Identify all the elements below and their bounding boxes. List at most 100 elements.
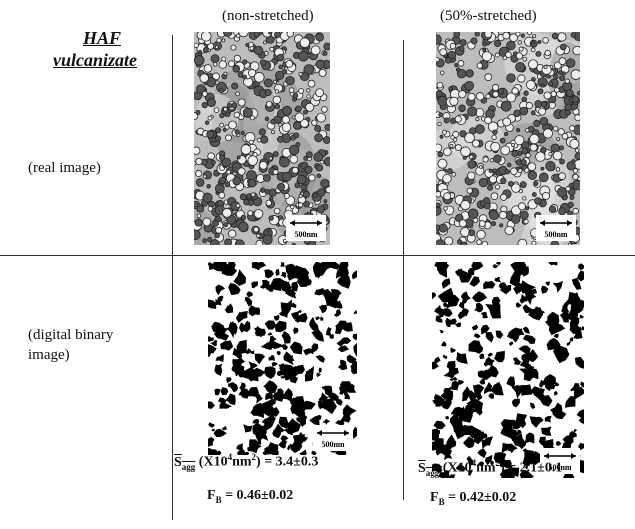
texture [505,226,514,235]
texture [316,165,322,171]
texture [544,65,547,68]
texture [282,106,291,115]
texture [210,240,219,245]
texture [203,218,211,226]
texture [496,185,500,189]
texture [243,108,252,117]
texture [476,118,479,121]
texture [557,138,560,141]
texture [532,241,536,245]
texture [312,120,317,125]
subscript: agg [182,461,196,471]
texture [482,52,491,61]
texture [526,80,535,89]
texture [273,152,278,157]
texture [213,63,217,67]
texture [516,32,520,36]
texture [256,240,263,245]
texture [568,202,573,207]
texture [468,209,478,219]
texture [523,197,526,200]
symbol: F [207,488,216,503]
texture [438,159,447,168]
texture [500,194,506,200]
texture [283,239,286,242]
texture [322,107,328,113]
texture [195,219,202,226]
texture [552,33,558,39]
texture [484,203,490,209]
subscript: agg [426,467,440,477]
texture [286,76,295,85]
texture [251,193,255,197]
texture [477,63,483,69]
divider [0,255,635,256]
texture [234,112,240,118]
texture [457,240,462,245]
texture [460,46,465,51]
texture [282,123,291,132]
texture [459,105,466,112]
texture [460,39,466,45]
texture [265,189,270,194]
scale-bar-label: 500nm [321,440,344,449]
texture [572,96,579,103]
texture [467,188,472,193]
texture [296,106,302,112]
texture [436,91,442,97]
texture [437,82,443,88]
texture [275,104,280,109]
texture [553,151,562,160]
texture [532,193,536,197]
texture [208,116,212,120]
texture [449,87,453,91]
texture [198,50,201,53]
texture [233,65,240,72]
texture [444,193,451,200]
texture [293,93,298,98]
texture [324,200,327,203]
texture [518,239,527,245]
texture [277,136,283,142]
texture [323,51,327,55]
texture [202,91,207,96]
texture [229,121,237,129]
texture [492,84,498,90]
texture [500,224,503,227]
texture [531,111,535,115]
texture [505,169,510,174]
texture [517,129,520,132]
texture [459,220,466,227]
texture [461,147,471,157]
texture [304,65,314,75]
texture [265,117,269,121]
texture [571,33,576,38]
texture [224,223,228,227]
texture [326,187,330,193]
texture [500,138,505,143]
texture [559,208,566,215]
column-header: (non-stretched) [222,8,314,25]
texture [534,182,538,186]
texture [238,168,245,175]
texture [531,48,535,52]
texture [542,192,549,199]
texture [468,107,477,116]
texture [541,84,544,87]
texture [575,115,580,121]
texture [211,55,219,63]
unit: ) [500,461,505,476]
texture [300,38,310,48]
texture [216,227,222,233]
texture [575,153,580,160]
texture [456,68,460,72]
formula-s: Sagg (X104nm2) = 2.1±0.1 [418,458,562,477]
texture [203,175,206,178]
texture [231,45,236,50]
texture [243,75,247,79]
texture [203,239,207,243]
texture [443,174,452,183]
texture [553,74,558,79]
unit: nm [476,461,495,476]
texture [222,173,226,177]
